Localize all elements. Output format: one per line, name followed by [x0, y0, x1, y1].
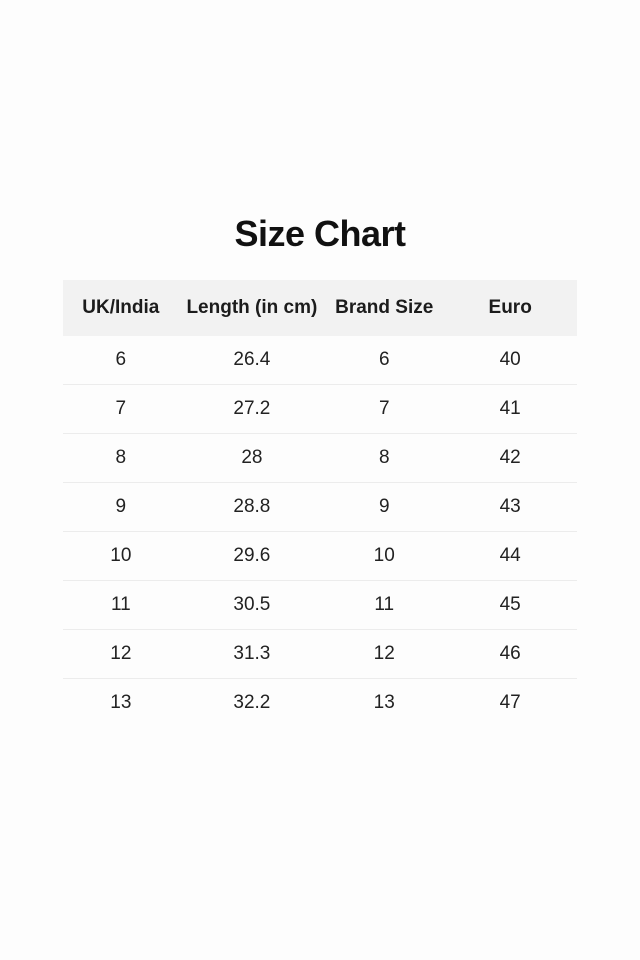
table-cell: 44 — [443, 531, 577, 581]
table-cell: 7 — [63, 384, 179, 434]
table-row: 12 31.3 12 46 — [63, 629, 577, 679]
table-header-row: UK/India Length (in cm) Brand Size Euro — [63, 279, 577, 336]
table-row: 8 28 8 42 — [63, 433, 577, 483]
column-header-length-in-cm: Length (in cm) — [178, 279, 326, 336]
table-cell: 7 — [325, 384, 444, 434]
table-row: 9 28.8 9 43 — [63, 482, 577, 532]
column-header-brand-size: Brand Size — [325, 279, 444, 336]
table-cell: 10 — [325, 531, 444, 581]
table-cell: 29.6 — [178, 531, 326, 581]
table-cell: 12 — [325, 629, 444, 679]
table-header: UK/India Length (in cm) Brand Size Euro — [63, 279, 577, 336]
table-cell: 12 — [63, 629, 179, 679]
table-cell: 43 — [443, 482, 577, 532]
table-cell: 41 — [443, 384, 577, 434]
table-cell: 31.3 — [178, 629, 326, 679]
table-cell: 6 — [63, 335, 179, 385]
table-row: 10 29.6 10 44 — [63, 531, 577, 581]
table-cell: 13 — [373, 691, 395, 713]
table-cell: 10 — [63, 531, 179, 581]
table-cell: 13 — [110, 691, 132, 713]
table-row: 11 30.5 11 45 — [63, 580, 577, 630]
table-cell: 28 — [178, 433, 326, 483]
column-header-uk-india: UK/India — [63, 279, 179, 336]
table-cell: 40 — [443, 335, 577, 385]
table-cell: 11 — [325, 580, 444, 630]
table-cell: 8 — [63, 433, 179, 483]
table-cell: 32.2 — [233, 691, 271, 713]
page-title: Size Chart — [234, 213, 406, 254]
table-cell: 46 — [443, 629, 577, 679]
table-cell: 9 — [63, 482, 179, 532]
table-cell: 27.2 — [178, 384, 326, 434]
table-row: 6 26.4 6 40 — [63, 335, 577, 385]
table-cell: 26.4 — [178, 335, 326, 385]
table-cell: 28.8 — [178, 482, 326, 532]
table-cell: 45 — [443, 580, 577, 630]
table-cell: 6 — [325, 335, 444, 385]
table-cell: 9 — [325, 482, 444, 532]
column-header-euro: Euro — [443, 279, 577, 336]
size-chart-table: UK/India Length (in cm) Brand Size Euro 6 26… — [63, 279, 577, 727]
table-row: 13 32.2 13 47 — [63, 678, 577, 727]
table-cell: 8 — [325, 433, 444, 483]
table-cell: 30.5 — [178, 580, 326, 630]
table-cell: 47 — [499, 691, 521, 713]
table-cell: 42 — [443, 433, 577, 483]
table-body: 6 26.4 6 40 7 27.2 7 41 8 28 8 42 9 28.8 9 43 10 29.6 10 44… — [63, 335, 577, 727]
table-row: 7 27.2 7 41 — [63, 384, 577, 434]
table-cell: 11 — [63, 580, 179, 630]
